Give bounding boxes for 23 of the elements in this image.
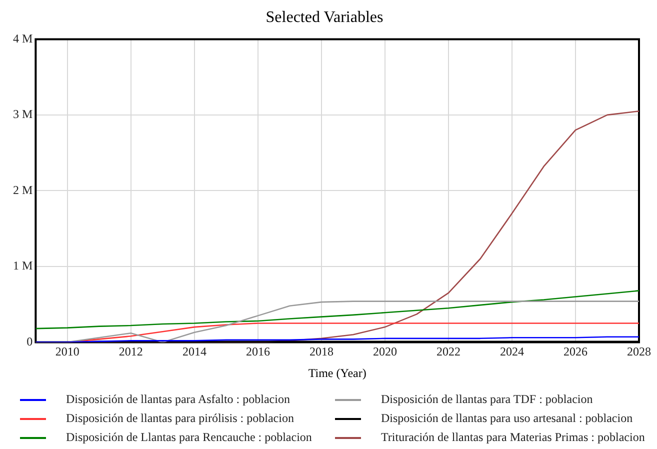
y-tick-label: 0 [26,334,33,348]
y-tick-label: 1 M [13,258,33,273]
legend-label: Disposición de llantas para TDF : poblacion [381,392,593,407]
x-tick-label: 2028 [627,344,651,359]
x-tick-label: 2014 [182,344,206,359]
x-tick-label: 2016 [246,344,270,359]
legend-label: Disposición de llantas para pirólisis : poblacion [66,411,294,426]
x-tick-label: 2018 [309,344,334,359]
legend-label: Disposición de llantas para Asfalto : poblacion [66,392,290,407]
y-tick-label: 4 M [13,31,33,46]
legend-label: Disposición de llantas para uso artesanal : poblacion [381,411,633,426]
x-tick-label: 2010 [55,344,80,359]
legend-label: Trituración de llantas para Materias Primas : poblacion [381,430,645,445]
chart-title: Selected Variables [266,8,384,26]
x-tick-label: 2020 [372,344,397,359]
y-tick-label: 3 M [13,107,33,122]
y-tick-label: 2 M [13,182,33,197]
x-tick-label: 2012 [118,344,143,359]
x-tick-label: 2022 [436,344,460,359]
legend-label: Disposición de Llantas para Rencauche : poblacion [66,430,312,445]
x-tick-label: 2026 [563,344,588,359]
x-tick-label: 2024 [500,344,524,359]
x-axis-title: Time (Year) [308,366,366,380]
